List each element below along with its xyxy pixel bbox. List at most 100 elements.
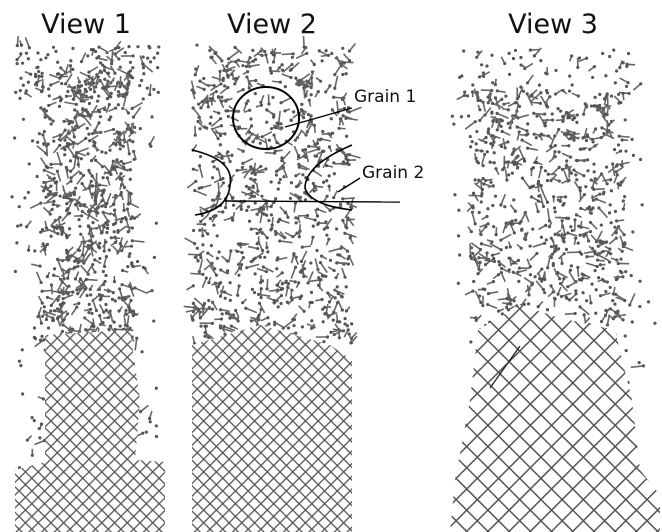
atom: [547, 225, 552, 229]
atom: [253, 256, 257, 260]
atom: [130, 287, 134, 291]
atom: [623, 118, 627, 122]
bond: [508, 257, 518, 265]
bond: [323, 217, 333, 230]
bond: [259, 212, 263, 224]
atom: [473, 178, 477, 182]
atom: [104, 240, 108, 244]
bond: [316, 151, 324, 164]
atom: [41, 85, 45, 89]
atom: [621, 318, 625, 322]
bond: [210, 127, 219, 140]
atom: [500, 119, 504, 123]
grain-1-outline: [232, 86, 300, 150]
bond: [74, 122, 86, 131]
atom: [40, 334, 44, 338]
bond: [126, 141, 131, 154]
atom: [516, 154, 520, 158]
atom: [130, 262, 134, 266]
atom: [113, 327, 117, 332]
atom: [212, 203, 216, 207]
atom: [485, 214, 489, 219]
atom: [324, 90, 328, 94]
atom: [219, 268, 223, 272]
atom: [146, 56, 150, 60]
atom: [506, 140, 510, 144]
atom: [288, 68, 292, 72]
atom: [582, 147, 586, 151]
atom: [66, 292, 70, 296]
atom: [258, 227, 263, 231]
bond: [488, 290, 499, 295]
atom: [13, 136, 17, 140]
atom: [316, 267, 320, 272]
atom: [64, 165, 68, 170]
atom: [538, 277, 542, 281]
atom: [523, 211, 527, 215]
atom: [507, 51, 511, 55]
atom: [125, 324, 129, 328]
bond: [134, 338, 138, 351]
bond: [88, 187, 94, 200]
bond: [185, 308, 199, 313]
atom: [296, 216, 300, 220]
bond: [496, 119, 501, 131]
atom: [104, 204, 108, 209]
atom: [325, 179, 329, 183]
atom: [515, 162, 519, 166]
bond: [545, 144, 556, 153]
atom: [119, 193, 123, 197]
atom: [517, 104, 522, 108]
atom: [614, 170, 618, 174]
bond: [619, 135, 630, 138]
atom: [452, 122, 456, 126]
bond: [524, 212, 530, 223]
atom: [47, 94, 51, 98]
atom: [525, 92, 529, 96]
atom: [519, 246, 523, 250]
lattice-view-3: [450, 305, 660, 532]
atom: [520, 138, 524, 142]
atom: [75, 305, 79, 309]
atom: [32, 335, 36, 340]
atom: [40, 289, 44, 293]
atom: [517, 279, 521, 283]
atom: [98, 313, 102, 318]
atom: [561, 118, 565, 122]
bond: [593, 105, 605, 115]
atom: [64, 82, 68, 86]
atom: [605, 323, 610, 327]
atom: [72, 192, 77, 197]
bond: [148, 84, 152, 95]
atom: [148, 416, 152, 421]
bond: [606, 314, 611, 326]
atom: [528, 244, 532, 248]
bond: [334, 57, 345, 64]
atom: [325, 194, 329, 198]
atom: [144, 430, 148, 434]
atom: [470, 90, 475, 94]
bond: [349, 106, 362, 113]
bond: [567, 280, 579, 288]
bond: [202, 303, 206, 314]
bond: [506, 295, 517, 305]
atom: [101, 86, 105, 90]
atom: [199, 219, 203, 224]
atom: [599, 135, 603, 140]
bond: [264, 137, 269, 149]
atom: [64, 248, 69, 252]
atom: [554, 244, 558, 248]
bond: [601, 174, 608, 185]
atom: [477, 75, 482, 79]
atom: [304, 46, 308, 50]
atom: [529, 185, 534, 189]
atom: [44, 56, 48, 60]
atom: [93, 198, 97, 203]
atom: [344, 116, 348, 120]
atom: [345, 134, 349, 138]
atom: [218, 69, 222, 73]
atom: [256, 189, 260, 193]
atom: [327, 145, 332, 149]
atom: [479, 300, 483, 305]
atom: [310, 326, 314, 330]
